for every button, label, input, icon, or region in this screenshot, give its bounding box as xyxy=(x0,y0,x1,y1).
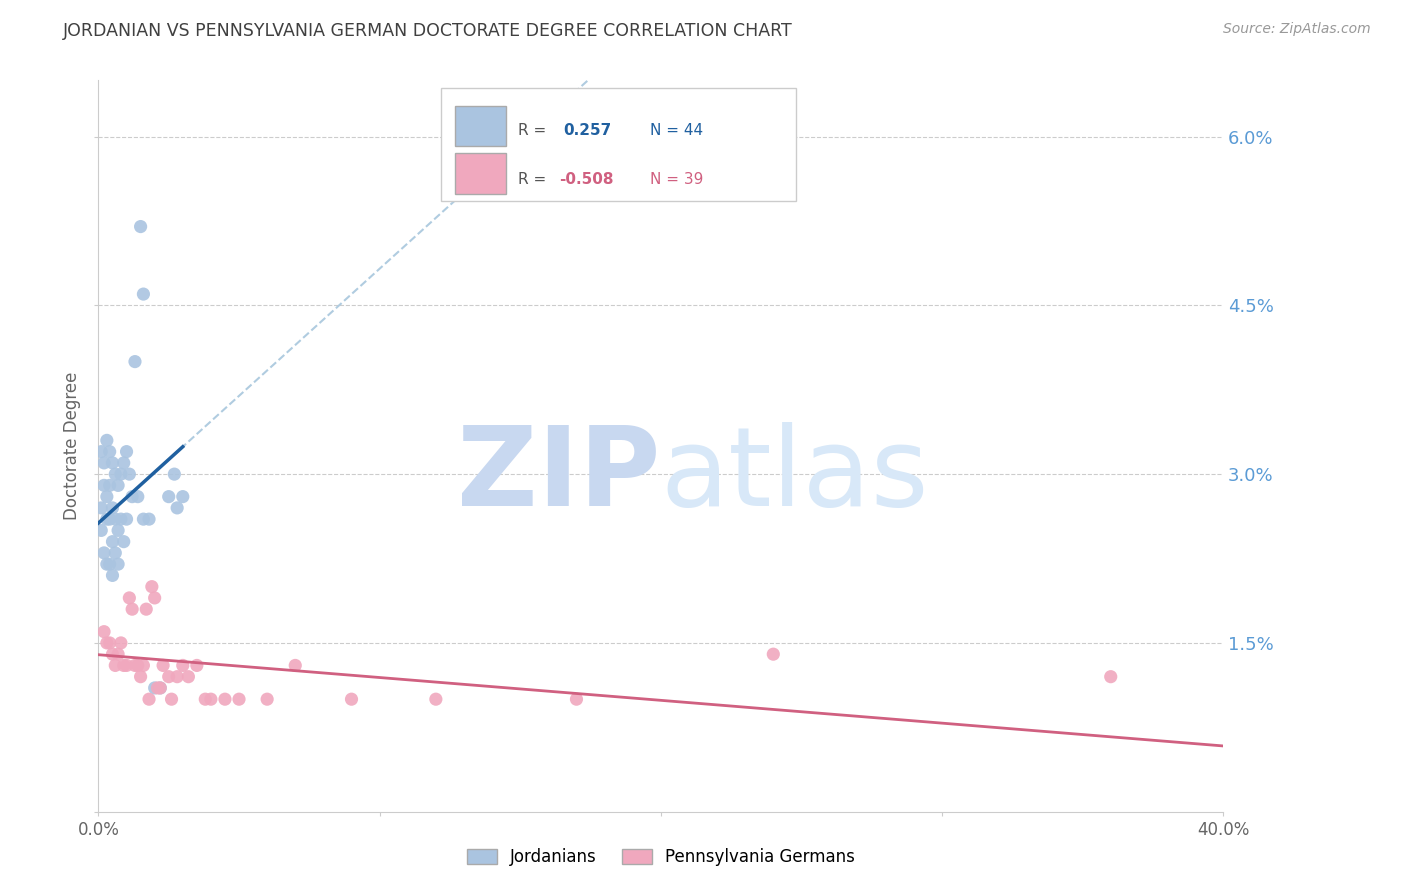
Point xyxy=(101,568,124,582)
Point xyxy=(104,512,127,526)
Point xyxy=(112,456,135,470)
Point xyxy=(138,692,160,706)
Point xyxy=(96,557,118,571)
Point xyxy=(762,647,785,661)
Point xyxy=(146,681,169,695)
Point xyxy=(124,658,146,673)
Point xyxy=(340,692,363,706)
Point xyxy=(121,602,143,616)
Point xyxy=(157,670,180,684)
Point xyxy=(149,681,172,695)
Point xyxy=(96,512,118,526)
Point xyxy=(101,500,124,515)
Point xyxy=(101,456,124,470)
Point xyxy=(101,647,124,661)
Point xyxy=(115,658,138,673)
Point xyxy=(118,467,141,482)
Point xyxy=(96,490,118,504)
Point xyxy=(110,636,132,650)
Point xyxy=(1099,670,1122,684)
Point xyxy=(143,681,166,695)
Point xyxy=(160,692,183,706)
Point xyxy=(112,658,135,673)
Point xyxy=(565,692,588,706)
Point xyxy=(93,624,115,639)
Point xyxy=(90,524,112,538)
Point xyxy=(98,512,121,526)
Point xyxy=(104,546,127,560)
Point xyxy=(166,670,188,684)
Point xyxy=(228,692,250,706)
Point xyxy=(90,500,112,515)
Point xyxy=(110,512,132,526)
Point xyxy=(107,557,129,571)
Point xyxy=(93,478,115,492)
Legend: Jordanians, Pennsylvania Germans: Jordanians, Pennsylvania Germans xyxy=(460,841,862,873)
Point xyxy=(129,219,152,234)
Point xyxy=(110,467,132,482)
Point xyxy=(93,546,115,560)
Point xyxy=(98,636,121,650)
Point xyxy=(115,512,138,526)
Point xyxy=(115,444,138,458)
FancyBboxPatch shape xyxy=(456,106,506,146)
Point xyxy=(425,692,447,706)
Text: -0.508: -0.508 xyxy=(560,171,614,186)
Point xyxy=(107,647,129,661)
Point xyxy=(98,478,121,492)
Point xyxy=(143,591,166,605)
Point xyxy=(163,467,186,482)
Point xyxy=(112,534,135,549)
Text: R =: R = xyxy=(517,123,546,138)
Point xyxy=(135,602,157,616)
Point xyxy=(101,534,124,549)
Point xyxy=(127,490,149,504)
Point xyxy=(149,681,172,695)
Point xyxy=(256,692,278,706)
Point xyxy=(98,444,121,458)
Point xyxy=(118,591,141,605)
Point xyxy=(177,670,200,684)
Text: Source: ZipAtlas.com: Source: ZipAtlas.com xyxy=(1223,22,1371,37)
Point xyxy=(172,658,194,673)
Point xyxy=(96,636,118,650)
Point xyxy=(132,512,155,526)
Text: R =: R = xyxy=(517,171,546,186)
Text: JORDANIAN VS PENNSYLVANIA GERMAN DOCTORATE DEGREE CORRELATION CHART: JORDANIAN VS PENNSYLVANIA GERMAN DOCTORA… xyxy=(63,22,793,40)
Point xyxy=(138,512,160,526)
Point xyxy=(104,467,127,482)
Point xyxy=(172,490,194,504)
Point xyxy=(104,658,127,673)
Point xyxy=(107,524,129,538)
Point xyxy=(127,658,149,673)
Point xyxy=(98,557,121,571)
Point xyxy=(186,658,208,673)
Text: atlas: atlas xyxy=(661,422,929,529)
Point xyxy=(121,490,143,504)
FancyBboxPatch shape xyxy=(456,153,506,194)
Point xyxy=(132,287,155,301)
Point xyxy=(214,692,236,706)
Point xyxy=(129,670,152,684)
Point xyxy=(157,490,180,504)
Point xyxy=(90,444,112,458)
Point xyxy=(200,692,222,706)
Text: N = 44: N = 44 xyxy=(650,123,703,138)
Point xyxy=(107,478,129,492)
Text: N = 39: N = 39 xyxy=(650,171,703,186)
FancyBboxPatch shape xyxy=(441,87,796,201)
Text: ZIP: ZIP xyxy=(457,422,661,529)
Point xyxy=(152,658,174,673)
Point xyxy=(93,456,115,470)
Point xyxy=(124,354,146,368)
Y-axis label: Doctorate Degree: Doctorate Degree xyxy=(63,372,82,520)
Point xyxy=(284,658,307,673)
Text: 0.257: 0.257 xyxy=(562,123,612,138)
Point xyxy=(141,580,163,594)
Point xyxy=(166,500,188,515)
Point xyxy=(194,692,217,706)
Point xyxy=(96,434,118,448)
Point xyxy=(132,658,155,673)
